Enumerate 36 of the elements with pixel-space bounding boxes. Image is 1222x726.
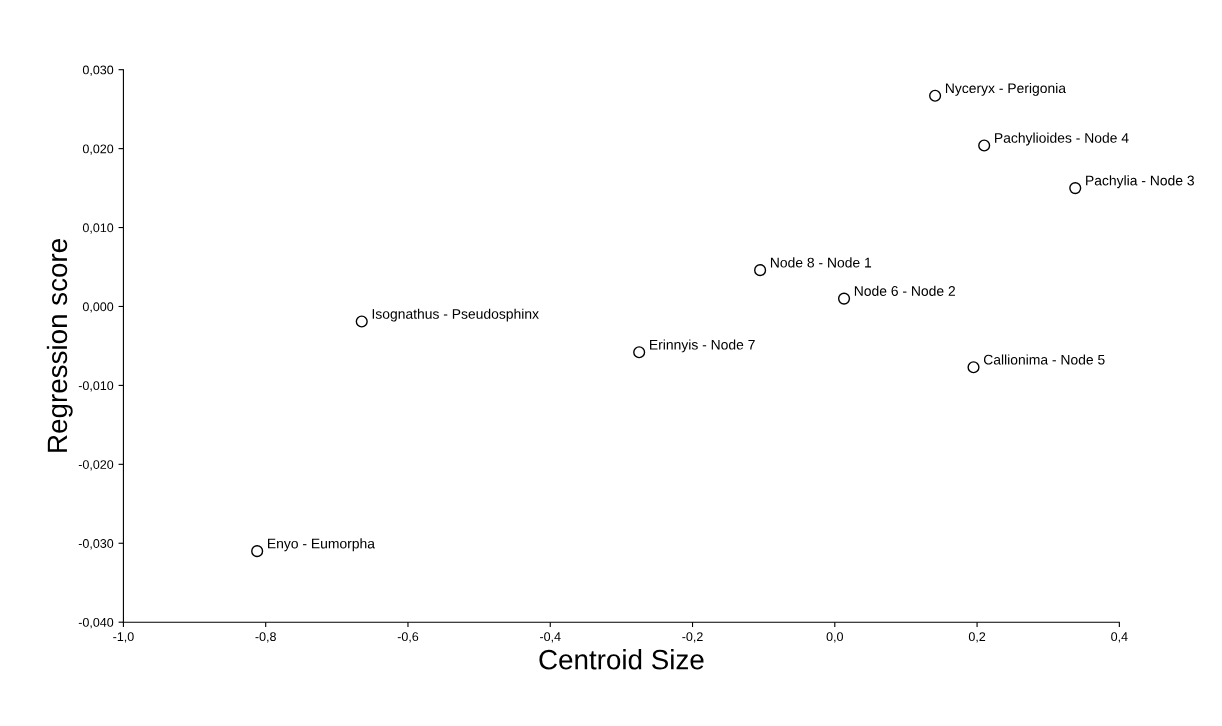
point	[1069, 182, 1082, 195]
annotation: Pachylia - Node 3	[1086, 175, 1194, 189]
point	[967, 361, 980, 374]
y-tick-label: 0,000	[82, 302, 114, 313]
annotation: Callionima - Node 5	[983, 354, 1105, 365]
y-axis-title: Regression score	[46, 239, 73, 452]
point	[251, 545, 264, 558]
x-tick-label: -0,2	[682, 632, 703, 643]
x-tick-label: -1,0	[113, 632, 134, 643]
point	[633, 346, 646, 359]
annotation: Enyo - Eumorpha	[268, 538, 375, 552]
annotation: Erinnyis - Node 7	[650, 339, 755, 353]
point	[978, 139, 991, 152]
x-tick-label: -0,4	[540, 632, 561, 643]
point	[355, 315, 368, 328]
y-tick-label: 0,020	[82, 144, 114, 155]
point	[754, 264, 767, 277]
y-tick-label: 0,030	[82, 65, 114, 76]
point	[837, 292, 851, 305]
x-axis-title: Centroid Size	[539, 649, 704, 670]
y-tick-label: 0,010	[82, 223, 114, 234]
x-tick-label: 0,0	[826, 632, 843, 643]
x-tick-label: -0,8	[255, 632, 276, 643]
y-tick-label: -0,040	[78, 617, 114, 629]
x-tick-label: 0,2	[968, 632, 986, 643]
annotation: Isognathus - Pseudosphinx	[372, 308, 539, 322]
point	[929, 89, 942, 102]
x-tick-label: -0,6	[397, 632, 419, 643]
annotation: Nyceryx - Perigonia	[945, 82, 1067, 96]
annotation: Node 8 - Node 1	[770, 257, 872, 268]
annotation: Pachylioides - Node 4	[995, 132, 1129, 146]
y-tick-label: -0,020	[78, 460, 114, 471]
y-tick-label: -0,010	[78, 381, 114, 392]
x-tick-label: 0,4	[1111, 632, 1128, 643]
annotation: Node 6 - Node 2	[854, 285, 955, 296]
y-tick-label: -0,030	[78, 539, 114, 550]
